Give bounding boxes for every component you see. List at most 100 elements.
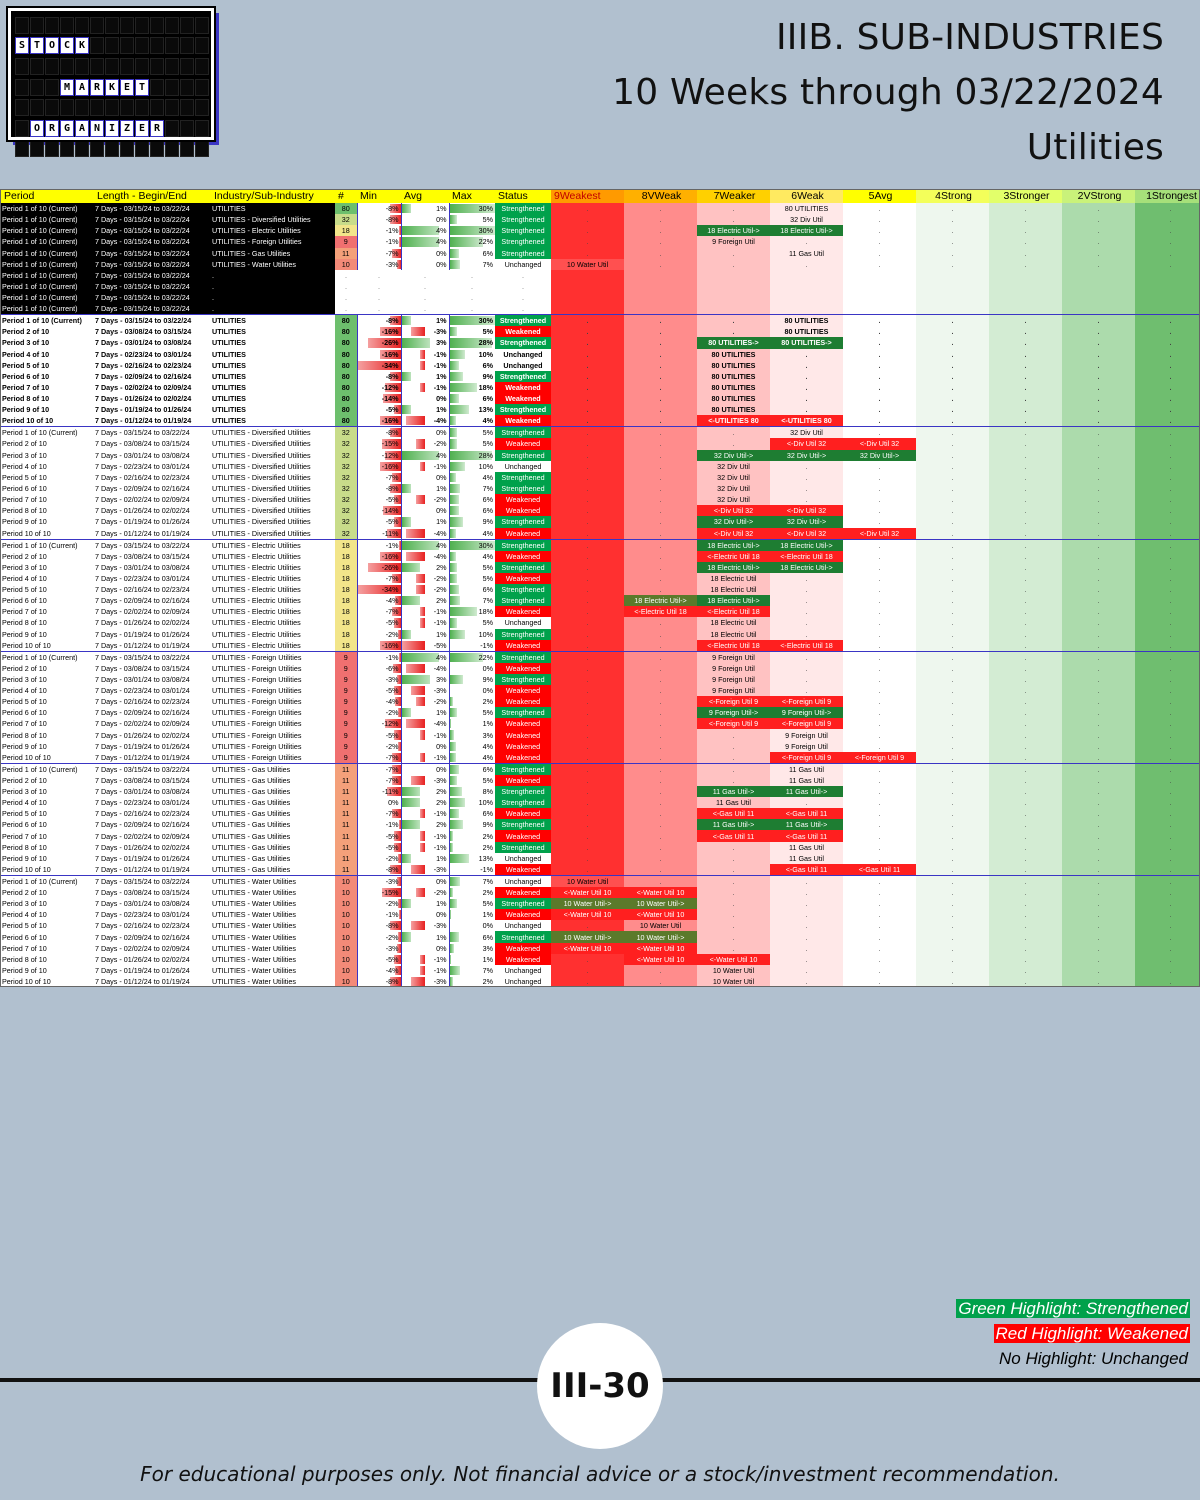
- min-value: -26%: [381, 562, 399, 572]
- max-bar: [449, 607, 477, 617]
- avg-cell: 1%: [401, 370, 450, 382]
- min-value: -26%: [381, 338, 399, 348]
- avg-bar: [420, 842, 425, 852]
- industry-cell: UTILITIES - Water Utilities: [212, 977, 296, 987]
- period-cell: Period 1 of 10 (Current): [1, 538, 94, 551]
- strength-cell: .: [989, 953, 1062, 965]
- table-row: Period 6 of 10 7 Days - 02/09/24 to 02/16…: [1, 482, 1199, 495]
- strength-cell: .: [551, 359, 624, 371]
- min-value: -4%: [385, 596, 399, 606]
- table-header-row: Period Length - Begin/End Industry/Sub-Ind…: [1, 190, 1199, 203]
- length-cell: 7 Days - 03/15/24 to 03/22/24: [94, 280, 211, 293]
- industry-cell: UTILITIES - Diversified Utilities: [212, 517, 311, 527]
- strength-cell: .: [770, 898, 843, 910]
- strength-cell: .: [697, 426, 770, 439]
- strength-cell: .: [989, 841, 1062, 853]
- max-value: 7%: [482, 259, 493, 269]
- status-badge: Weakened: [495, 684, 551, 697]
- max-bar: [449, 820, 464, 830]
- table-row: Period 3 of 10 7 Days - 03/01/24 to 03/08…: [1, 449, 1199, 461]
- strength-cell: .: [989, 258, 1062, 270]
- strength-cell: .: [1135, 550, 1199, 562]
- empty-cell: [770, 292, 843, 304]
- strength-cell: .: [1062, 337, 1135, 349]
- strength-cell: .: [551, 460, 624, 472]
- max-value: 10%: [478, 349, 493, 359]
- length-cell: 7 Days - 01/19/24 to 01/26/24: [95, 517, 190, 527]
- max-value: 7%: [482, 596, 493, 606]
- strength-cell: .: [989, 236, 1062, 248]
- strength-cell: .: [697, 314, 770, 327]
- max-cell: 9%: [449, 674, 495, 685]
- col-header-status: Status: [495, 190, 551, 203]
- strength-cell: .: [624, 538, 697, 551]
- strength-cell: .: [1135, 942, 1199, 954]
- strength-cell: 18 Electric Util->: [770, 225, 843, 237]
- max-value: 4%: [482, 472, 493, 482]
- status-badge: Unchanged: [504, 977, 542, 987]
- strength-cell: .: [843, 874, 916, 887]
- legend-strengthened: Green Highlight: Strengthened: [956, 1299, 1190, 1318]
- logo-row: [13, 139, 209, 160]
- length-cell: 7 Days - 01/12/24 to 01/19/24: [95, 416, 192, 426]
- max-cell: 1%: [449, 954, 495, 965]
- count-cell: 32: [335, 460, 357, 472]
- avg-bar: [406, 416, 425, 426]
- avg-bar: [406, 528, 425, 538]
- strength-cell: .: [916, 550, 989, 562]
- industry-cell: UTILITIES - Gas Utilities: [211, 247, 335, 259]
- avg-bar: [401, 450, 440, 460]
- strength-cell: .: [989, 976, 1062, 986]
- min-bar: [399, 540, 400, 550]
- col-header-3stronger: 3Stronger: [989, 190, 1062, 203]
- min-cell: -15%: [356, 438, 402, 450]
- avg-bar: [420, 607, 425, 617]
- avg-value: -3%: [433, 685, 447, 695]
- strength-cell: .: [1062, 393, 1135, 405]
- strength-cell: .: [1062, 471, 1135, 483]
- strength-cell: .: [1135, 538, 1199, 551]
- strength-cell: .: [989, 830, 1062, 842]
- logo-letter-tile: E: [135, 119, 149, 137]
- period-cell: Period 6 of 10: [2, 484, 47, 494]
- min-value: -15%: [381, 439, 399, 449]
- strength-cell: .: [843, 718, 916, 730]
- strength-cell: 80 UTILITIES: [697, 370, 770, 382]
- strength-cell: .: [770, 460, 843, 472]
- industry-cell: UTILITIES - Gas Utilities: [212, 798, 291, 808]
- strength-cell: 11 Gas Util: [770, 774, 843, 786]
- avg-cell: 4%: [401, 538, 450, 551]
- strength-cell: .: [1135, 920, 1199, 932]
- period-cell: Period 6 of 10: [2, 932, 47, 942]
- strength-cell: .: [916, 572, 989, 584]
- min-bar: [390, 215, 400, 225]
- strength-cell: .: [1135, 583, 1199, 596]
- max-value: 6%: [482, 932, 493, 942]
- min-cell: -5%: [356, 841, 402, 853]
- table-row: Period 10 of 10 7 Days - 01/12/24 to 01/1…: [1, 751, 1199, 764]
- strength-cell: .: [916, 830, 989, 842]
- max-cell: 5%: [449, 326, 495, 337]
- table-row: Period 10 of 10 7 Days - 01/12/24 to 01/1…: [1, 415, 1199, 427]
- logo-letter-tile: I: [105, 119, 119, 137]
- table-row: Period 8 of 10 7 Days - 01/26/24 to 02/02…: [1, 617, 1199, 629]
- max-value: 13%: [478, 405, 493, 415]
- min-value: -1%: [385, 540, 399, 550]
- length-cell: 7 Days - 02/02/24 to 02/09/24: [95, 607, 190, 617]
- strength-cell: .: [624, 247, 697, 259]
- max-value: 4%: [482, 551, 493, 561]
- strength-cell: .: [1062, 561, 1135, 573]
- min-cell: -15%: [356, 886, 402, 899]
- min-bar: [394, 495, 400, 505]
- strength-cell: .: [916, 662, 989, 674]
- max-cell: 6%: [449, 931, 495, 942]
- max-cell: 4%: [449, 528, 495, 540]
- empty-cell: .: [424, 304, 426, 314]
- strength-cell: .: [551, 606, 624, 618]
- period-cell: Period 8 of 10: [2, 954, 47, 964]
- strength-cell: .: [1062, 920, 1135, 932]
- avg-value: 2%: [436, 798, 447, 808]
- strength-cell: .: [916, 942, 989, 954]
- status-badge: Weakened: [495, 572, 551, 584]
